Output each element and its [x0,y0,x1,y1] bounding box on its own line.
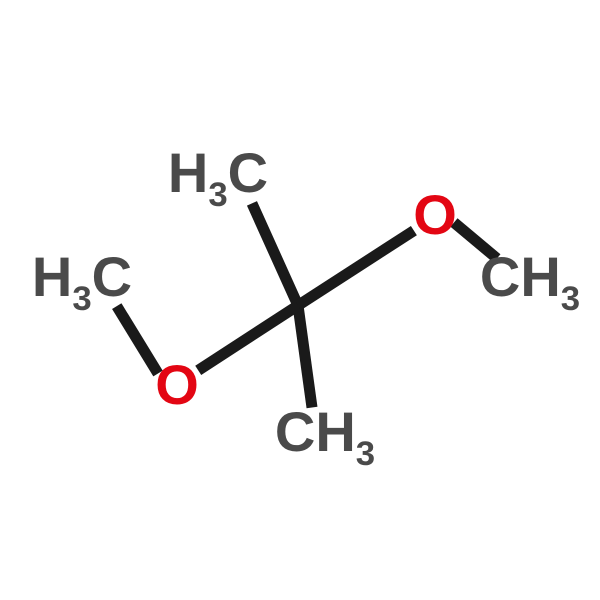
atom-ch3-right: CH3 [480,249,580,315]
atom-ch3-left: H3C [32,249,132,315]
bond-center-o-left [195,300,301,374]
bond-center-ch3top [247,201,303,308]
atom-o-left: O [155,357,199,413]
bond-center-o-right [295,225,417,309]
bond-center-ch3bot [293,304,318,407]
molecule-canvas: H3C CH3 O O CH3 H3C [0,0,600,600]
atom-o-right: O [413,187,457,243]
atom-ch3-top: H3C [168,145,268,211]
atom-ch3-bottom: CH3 [275,404,375,470]
